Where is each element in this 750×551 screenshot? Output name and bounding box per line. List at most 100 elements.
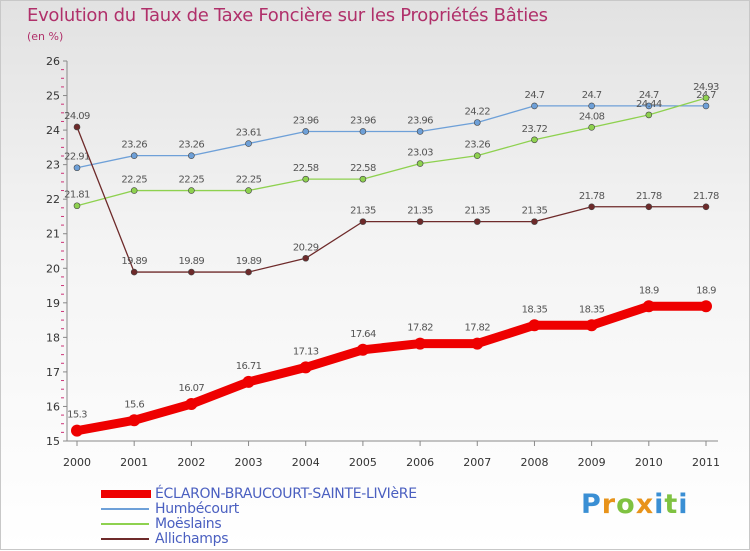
data-label: 15.6 xyxy=(124,399,144,410)
data-label: 23.03 xyxy=(407,148,433,159)
data-label: 19.89 xyxy=(179,256,205,267)
data-point xyxy=(302,128,310,135)
data-point xyxy=(416,218,424,225)
legend-label: Allichamps xyxy=(155,531,229,547)
data-label: 23.96 xyxy=(350,115,376,126)
series-line-1 xyxy=(76,105,707,169)
data-point xyxy=(645,203,653,211)
data-label: 24.7 xyxy=(639,90,659,101)
data-label: 17.13 xyxy=(293,346,319,357)
data-point xyxy=(188,152,195,159)
data-label: 24.93 xyxy=(693,82,719,93)
legend-item: Allichamps xyxy=(101,532,501,547)
data-label: 18.35 xyxy=(522,304,548,315)
data-label: 24.09 xyxy=(64,111,90,122)
data-label: 23.96 xyxy=(293,115,319,126)
data-point xyxy=(130,268,138,276)
data-label: 21.35 xyxy=(407,206,433,217)
data-label: 17.64 xyxy=(350,329,376,340)
data-label: 24.44 xyxy=(636,99,662,110)
logo-letter: o xyxy=(616,489,636,520)
y-tick-label: 26 xyxy=(46,55,60,68)
data-point xyxy=(531,218,538,225)
y-tick-label: 16 xyxy=(46,400,60,413)
legend: ÉCLARON-BRAUCOURT-SAINTE-LIVIèRE Humbécou… xyxy=(101,487,501,547)
data-point xyxy=(588,203,595,211)
data-point xyxy=(531,102,538,110)
data-point xyxy=(473,218,481,225)
data-point xyxy=(73,202,81,210)
data-point xyxy=(642,300,655,313)
x-tick-label: 2003 xyxy=(235,456,263,469)
data-label: 15.3 xyxy=(67,410,87,421)
x-tick-label: 2002 xyxy=(177,456,205,469)
data-point xyxy=(188,187,195,194)
data-label: 23.26 xyxy=(121,140,147,151)
data-point xyxy=(645,111,653,119)
x-tick-label: 2008 xyxy=(520,456,548,469)
x-tick-label: 2011 xyxy=(692,456,720,469)
data-point xyxy=(130,187,138,194)
data-point xyxy=(588,124,595,131)
data-label: 22.58 xyxy=(293,163,319,174)
legend-label: ÉCLARON-BRAUCOURT-SAINTE-LIVIèRE xyxy=(155,486,417,502)
y-tick-label: 24 xyxy=(46,124,60,137)
data-label: 21.35 xyxy=(350,206,376,217)
data-point xyxy=(528,319,541,332)
data-point xyxy=(359,175,367,183)
legend-swatch xyxy=(101,523,149,525)
data-label: 20.29 xyxy=(293,242,319,253)
legend-label: Moëslains xyxy=(155,516,222,532)
y-tick-label: 25 xyxy=(46,90,60,103)
data-label: 17.82 xyxy=(407,323,433,334)
data-point xyxy=(416,128,424,135)
logo-letter: r xyxy=(601,489,617,520)
logo-letter: t xyxy=(664,489,679,520)
x-tick-label: 2009 xyxy=(578,456,606,469)
data-point xyxy=(359,128,367,135)
y-unit-label: (en %) xyxy=(27,30,64,43)
data-label: 24.7 xyxy=(582,90,602,101)
data-point xyxy=(73,164,81,172)
logo-letter: x xyxy=(635,489,655,520)
data-label: 21.78 xyxy=(636,191,662,202)
legend-swatch xyxy=(101,508,149,510)
legend-swatch xyxy=(101,538,149,540)
data-label: 22.25 xyxy=(179,175,205,186)
data-point xyxy=(471,337,484,350)
data-point xyxy=(185,398,198,411)
data-point xyxy=(702,203,710,211)
data-point xyxy=(302,175,310,183)
data-point xyxy=(645,102,653,110)
data-point xyxy=(416,160,424,167)
data-point xyxy=(73,123,81,131)
data-label: 23.96 xyxy=(407,115,433,126)
data-label: 16.07 xyxy=(179,383,205,394)
data-label: 21.35 xyxy=(464,206,490,217)
data-point xyxy=(473,152,481,159)
data-point xyxy=(299,361,312,374)
data-point xyxy=(245,187,252,194)
x-tick-label: 2006 xyxy=(406,456,434,469)
x-tick-label: 2000 xyxy=(63,456,91,469)
logo-letter: i xyxy=(654,489,665,520)
data-point xyxy=(130,152,138,159)
data-label: 21.78 xyxy=(693,191,719,202)
data-label: 23.26 xyxy=(179,140,205,151)
legend-label: Humbécourt xyxy=(155,501,239,517)
data-point xyxy=(242,375,255,388)
data-label: 22.25 xyxy=(121,175,147,186)
x-tick-label: 2004 xyxy=(292,456,320,469)
data-point xyxy=(702,102,710,110)
data-point xyxy=(531,136,538,144)
y-tick-label: 20 xyxy=(46,262,60,275)
data-label: 17.82 xyxy=(464,323,490,334)
data-point xyxy=(359,218,367,225)
x-tick-label: 2001 xyxy=(120,456,148,469)
data-label: 16.71 xyxy=(236,361,262,372)
data-label: 24.08 xyxy=(579,111,605,122)
x-tick-label: 2007 xyxy=(463,456,491,469)
data-point xyxy=(588,102,595,110)
y-tick-label: 18 xyxy=(46,331,60,344)
